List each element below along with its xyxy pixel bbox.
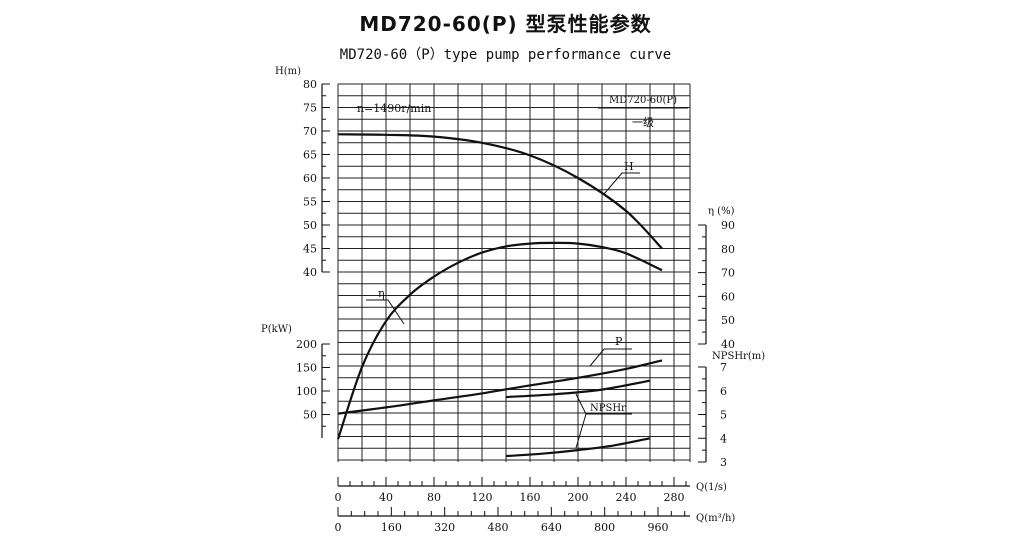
eta-curve-label: η xyxy=(378,287,385,300)
h-axis-tick-label: 45 xyxy=(303,243,317,256)
curve-p xyxy=(337,359,663,415)
q-ls-axis-label: Q(1/s) xyxy=(696,482,727,493)
eta-axis-tick-label: 80 xyxy=(721,243,735,256)
p-axis-tick-label: 50 xyxy=(303,409,317,422)
npshr-axis-tick-label: 6 xyxy=(720,385,727,398)
eta-axis-tick-label: 90 xyxy=(721,219,735,232)
h-axis-tick-label: 55 xyxy=(303,196,317,209)
h-axis-tick-label: 80 xyxy=(303,78,317,91)
h-axis-tick-label: 65 xyxy=(303,149,317,162)
curve-eta xyxy=(336,241,663,440)
q-m3h-tick-label: 800 xyxy=(594,521,615,534)
p-axis-label: P(kW) xyxy=(261,324,292,335)
q-ls-tick-label: 200 xyxy=(568,491,589,504)
q-ls-tick-label: 120 xyxy=(472,491,493,504)
curve-npshr xyxy=(505,437,651,458)
npshr-axis-tick-label: 4 xyxy=(720,432,727,445)
h-axis-tick-label: 50 xyxy=(303,219,317,232)
npshr-curve-label: NPSHr xyxy=(590,403,626,414)
q-m3h-tick-label: 0 xyxy=(335,521,342,534)
h-curve-label: H xyxy=(624,160,634,173)
model-box-model: MD720-60(P) xyxy=(609,95,677,106)
q-m3h-tick-label: 640 xyxy=(541,521,562,534)
q-m3h-axis-label: Q(m³/h) xyxy=(696,513,735,524)
npshr-axis-tick-label: 5 xyxy=(720,409,727,422)
p-axis-tick-label: 200 xyxy=(296,338,317,351)
chart-subtitle: MD720-60（P）type pump performance curve xyxy=(339,47,672,63)
chart-title: MD720-60(P) 型泵性能参数 xyxy=(359,12,652,36)
q-ls-tick-label: 80 xyxy=(427,491,441,504)
npshr-axis-tick-label: 7 xyxy=(720,361,727,374)
npshr-label-leader-bottom xyxy=(575,413,587,449)
speed-note: n=1490r/min xyxy=(357,102,431,115)
h-axis-tick-label: 70 xyxy=(303,125,317,138)
eta-axis-tick-label: 50 xyxy=(721,314,735,327)
npshr-axis-label: NPSHr(m) xyxy=(712,351,765,362)
q-ls-tick-label: 280 xyxy=(664,491,685,504)
h-axis-label: H(m) xyxy=(275,66,301,77)
q-ls-tick-label: 0 xyxy=(335,491,342,504)
eta-label-leader xyxy=(366,299,405,325)
eta-axis-label: η (%) xyxy=(708,206,735,217)
h-axis-tick-label: 40 xyxy=(303,266,317,279)
q-ls-tick-label: 160 xyxy=(520,491,541,504)
p-axis-tick-label: 100 xyxy=(296,385,317,398)
curve-h xyxy=(337,133,663,250)
eta-axis-tick-label: 40 xyxy=(721,338,735,351)
p-label-leader xyxy=(589,348,632,367)
npshr-axis-tick-label: 3 xyxy=(720,456,727,469)
curves xyxy=(336,133,663,458)
q-m3h-tick-label: 160 xyxy=(381,521,402,534)
q-ls-tick-label: 40 xyxy=(379,491,393,504)
q-m3h-tick-label: 960 xyxy=(648,521,669,534)
q-m3h-tick-label: 480 xyxy=(488,521,509,534)
p-axis-tick-label: 150 xyxy=(296,362,317,375)
h-axis-tick-label: 60 xyxy=(303,172,317,185)
eta-axis-tick-label: 60 xyxy=(721,290,735,303)
annotations: MD720-60(P) 一级 n=1490r/min Hη P NPSHr xyxy=(357,95,688,449)
curve-p-aux xyxy=(505,379,651,399)
axes: 404550556065707580H(m)50100150200P(kW)40… xyxy=(261,66,765,534)
q-m3h-tick-label: 320 xyxy=(434,521,455,534)
grid xyxy=(337,83,691,462)
eta-axis-tick-label: 70 xyxy=(721,267,735,280)
p-curve-label: P xyxy=(615,335,623,348)
model-box-stage: 一级 xyxy=(632,116,654,129)
q-ls-tick-label: 240 xyxy=(616,491,637,504)
h-axis-tick-label: 75 xyxy=(303,102,317,115)
h-label-leader xyxy=(603,172,640,195)
